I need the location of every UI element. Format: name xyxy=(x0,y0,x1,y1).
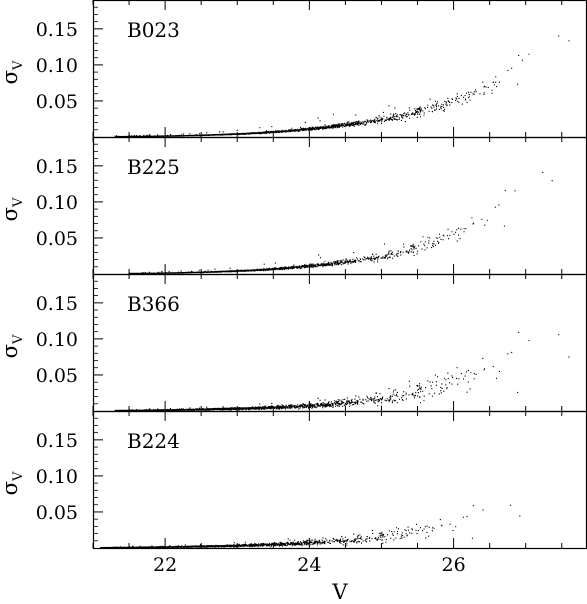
y-tick-label: 0.10 xyxy=(36,55,78,77)
data-points-b366 xyxy=(114,331,570,411)
x-tick-label-22: 22 xyxy=(153,554,177,576)
panel-label: B224 xyxy=(127,429,180,453)
y-tick-label: 0.10 xyxy=(36,329,78,351)
panel-b366: 0.05 0.10 0.15 B366 σV xyxy=(0,273,587,413)
scatter-points xyxy=(114,35,570,137)
scatter-points xyxy=(100,504,521,548)
panel-b225: 0.05 0.10 0.15 B225 σV xyxy=(0,136,587,276)
y-tick-label: 0.15 xyxy=(36,19,78,41)
panel-label: B023 xyxy=(127,18,180,42)
y-axis-title: σV xyxy=(0,471,26,495)
y-tick-label: 0.15 xyxy=(36,430,78,452)
x-tick-label-26: 26 xyxy=(441,554,465,576)
scatter-points xyxy=(129,171,553,274)
y-tick-label: 0.05 xyxy=(36,228,78,250)
data-points-b224 xyxy=(100,504,521,548)
y-axis-title: σV xyxy=(0,60,26,84)
panel-label: B225 xyxy=(127,155,180,179)
y-tick-label: 0.05 xyxy=(36,365,78,387)
y-tick-label: 0.05 xyxy=(36,91,78,113)
y-axis-title: σV xyxy=(0,334,26,358)
y-tick-label: 0.15 xyxy=(36,293,78,315)
x-tick-label-24: 24 xyxy=(297,554,321,576)
x-axis-title: V xyxy=(331,580,348,604)
y-tick-label: 0.05 xyxy=(36,502,78,524)
data-points-b225 xyxy=(129,171,553,274)
panel-b023: 0.05 0.10 0.15 B023 σV xyxy=(0,0,587,139)
data-points-b023 xyxy=(114,35,570,137)
panel-b224: 0.05 0.10 0.15 B224 σV xyxy=(0,410,587,550)
y-tick-label: 0.10 xyxy=(36,466,78,488)
y-tick-label: 0.15 xyxy=(36,156,78,178)
y-tick-label: 0.10 xyxy=(36,192,78,214)
y-axis-title: σV xyxy=(0,197,26,221)
panel-label: B366 xyxy=(127,292,180,316)
scatter-points xyxy=(114,331,570,411)
